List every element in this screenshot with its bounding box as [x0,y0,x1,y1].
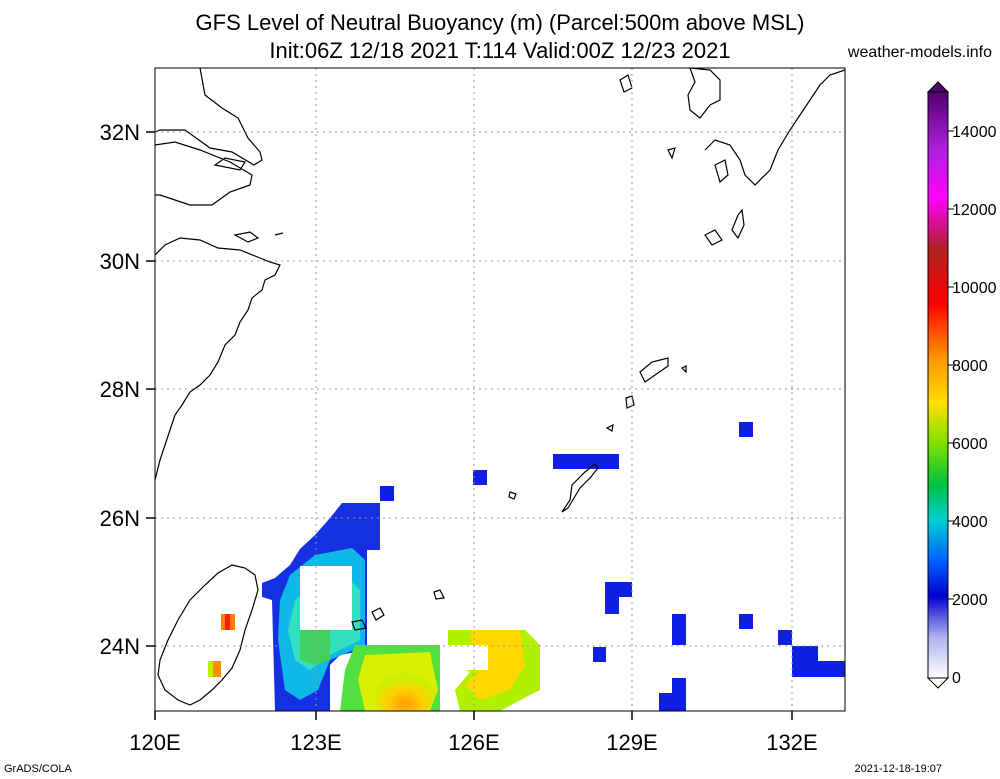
lnb-shading [208,422,845,711]
colorbar-label: 2000 [952,592,988,609]
colorbar-label: 12000 [952,202,997,219]
lat-tick-label: 28N [100,377,140,402]
coastlines [155,68,845,706]
lat-tick-label: 26N [100,506,140,531]
colorbar: 14000 12000 10000 8000 6000 4000 2000 0 [926,81,997,689]
lon-tick-label: 129E [606,730,657,755]
colorbar-max-arrow [926,81,950,93]
site-credit: weather-models.info [847,44,992,61]
lat-tick-label: 32N [100,120,140,145]
map-title: GFS Level of Neutral Buoyancy (m) (Parce… [195,10,805,35]
footer-credit: GrADS/COLA [4,763,72,775]
colorbar-label: 10000 [952,280,997,297]
lon-tick-label: 132E [766,730,817,755]
axis-ticks [146,131,793,720]
colorbar-label: 0 [952,670,961,687]
lon-tick-label: 123E [290,730,341,755]
lat-tick-label: 30N [100,249,140,274]
colorbar-label: 14000 [952,124,997,141]
lat-tick-label: 24N [100,634,140,659]
colorbar-label: 6000 [952,436,988,453]
lon-tick-label: 120E [129,730,180,755]
colorbar-label: 8000 [952,358,988,375]
colorbar-min-arrow [926,677,950,689]
map-subtitle: Init:06Z 12/18 2021 T:114 Valid:00Z 12/2… [269,38,731,63]
footer-timestamp: 2021-12-18-19:07 [854,763,942,775]
graticule [155,68,845,711]
colorbar-label: 4000 [952,514,988,531]
lon-tick-label: 126E [448,730,499,755]
colorbar-ramp [927,91,949,679]
